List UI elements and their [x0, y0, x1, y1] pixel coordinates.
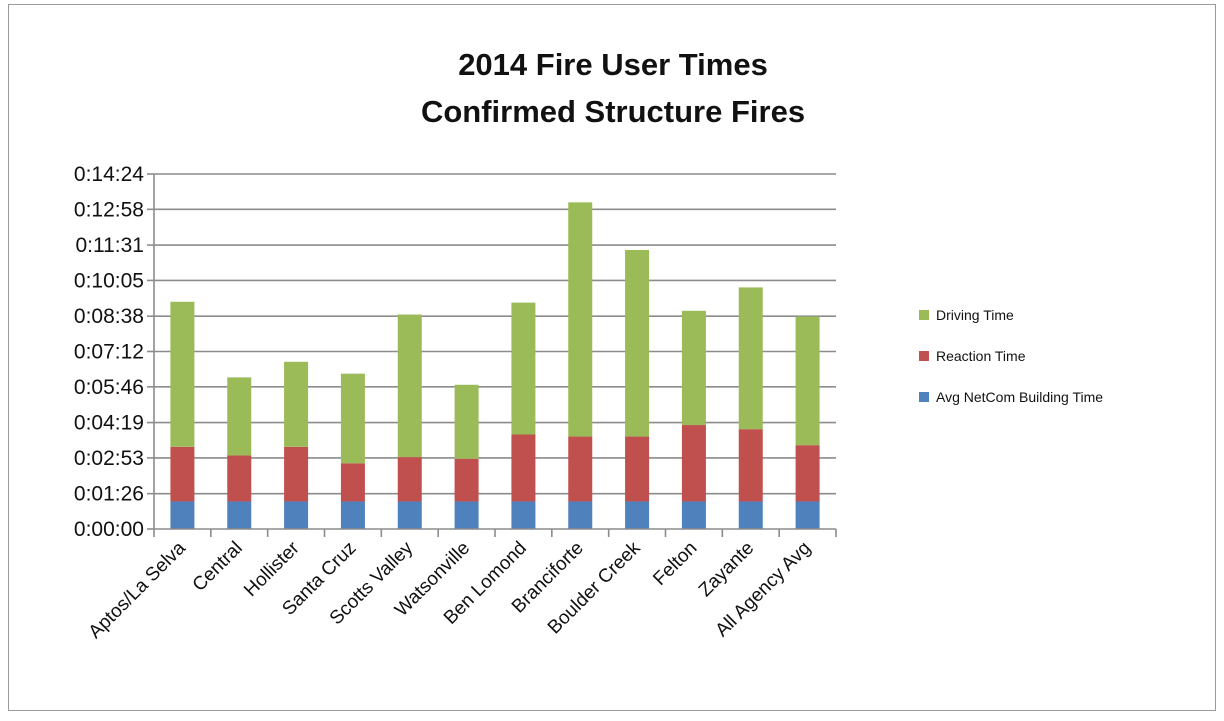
- bar-segment: [227, 501, 252, 529]
- bar-segment: [340, 463, 365, 502]
- bar-segment: [795, 445, 820, 502]
- bar-segment: [681, 501, 706, 529]
- legend-label: Driving Time: [936, 307, 1014, 323]
- bar-segment: [511, 302, 536, 435]
- y-tick-label: 0:07:12: [74, 341, 144, 364]
- legend-label: Avg NetCom Building Time: [936, 389, 1103, 405]
- bar-segment: [454, 384, 479, 459]
- bar-segment: [625, 501, 650, 529]
- legend: Driving Time Reaction Time Avg NetCom Buil…: [919, 307, 1103, 405]
- bar-segment: [795, 316, 820, 446]
- bars: [170, 202, 820, 529]
- bar-segment: [454, 501, 479, 529]
- y-tick-label: 0:00:00: [74, 518, 144, 541]
- bar-segment: [170, 501, 195, 529]
- bar-segment: [454, 458, 479, 502]
- chart-title: 2014 Fire User Times Confirmed Structure…: [421, 47, 805, 129]
- bar-segment: [284, 446, 309, 502]
- y-tick-label: 0:01:26: [74, 483, 144, 506]
- bar-segment: [681, 310, 706, 426]
- y-tick-label: 0:12:58: [74, 198, 144, 221]
- x-tick-label: Central: [189, 538, 247, 596]
- bar-segment: [397, 457, 422, 502]
- y-tick-label: 0:04:19: [74, 412, 144, 435]
- bar-segment: [568, 501, 593, 529]
- y-tick-label: 0:14:24: [74, 163, 144, 186]
- bar-segment: [738, 429, 763, 502]
- bar-segment: [397, 501, 422, 529]
- x-tick-label: Aptos/La Selva: [85, 537, 191, 643]
- bar-segment: [397, 314, 422, 458]
- bar-segment: [227, 377, 252, 456]
- bar-segment: [625, 436, 650, 502]
- bar-segment: [511, 501, 536, 529]
- chart-title-line-2: Confirmed Structure Fires: [421, 94, 805, 129]
- x-tick-label: Felton: [649, 538, 701, 590]
- legend-swatch: [919, 392, 929, 402]
- bar-segment: [511, 434, 536, 502]
- y-tick-label: 0:11:31: [75, 234, 144, 257]
- bar-segment: [738, 501, 763, 529]
- y-tick-label: 0:10:05: [74, 269, 144, 292]
- bar-segment: [795, 501, 820, 529]
- bar-segment: [738, 287, 763, 430]
- bar-segment: [568, 436, 593, 502]
- chart-title-line-1: 2014 Fire User Times: [458, 47, 768, 82]
- bar-segment: [340, 501, 365, 529]
- stacked-bar-chart: 2014 Fire User Times Confirmed Structure…: [74, 47, 1103, 643]
- gridlines: [154, 173, 836, 495]
- legend-label: Reaction Time: [936, 348, 1026, 364]
- legend-swatch: [919, 351, 929, 361]
- bar-segment: [284, 501, 309, 529]
- bar-segment: [170, 301, 195, 447]
- chart-frame: 2014 Fire User Times Confirmed Structure…: [8, 4, 1216, 711]
- y-tick-label: 0:05:46: [74, 376, 144, 399]
- bar-segment: [227, 455, 252, 502]
- legend-swatch: [919, 310, 929, 320]
- bar-segment: [170, 446, 195, 502]
- bar-segment: [681, 425, 706, 502]
- y-axis: 0:00:00 0:01:26 0:02:53 0:04:19 0:05:46 0:07:…: [74, 163, 155, 541]
- bar-segment: [340, 373, 365, 464]
- y-tick-label: 0:02:53: [74, 447, 144, 470]
- bar-segment: [284, 361, 309, 447]
- bar-segment: [625, 250, 650, 437]
- bar-segment: [568, 202, 593, 437]
- y-tick-label: 0:08:38: [74, 305, 144, 328]
